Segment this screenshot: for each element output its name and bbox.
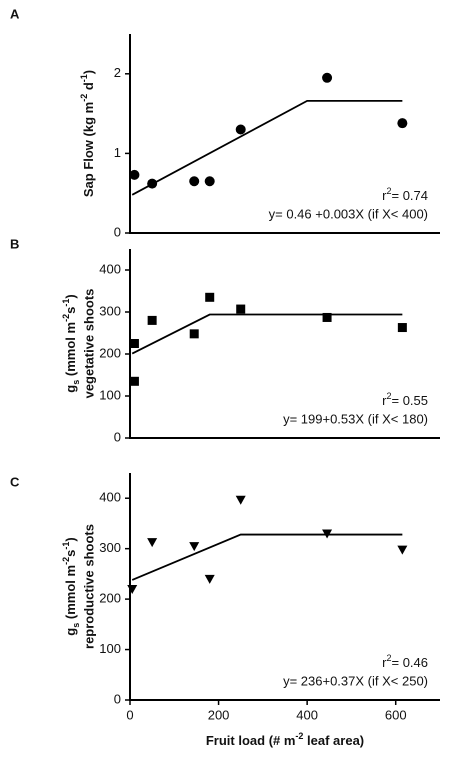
y-axis-label-part: -2 [61,557,71,565]
point [147,538,158,548]
equation: y= 0.46 +0.003X (if X< 400) [269,206,428,221]
point [129,169,140,180]
equation: y= 199+0.53X (if X< 180) [283,411,428,426]
point [322,312,332,322]
y-axis-label-part: g [63,385,78,393]
point [236,304,246,314]
point [397,323,407,333]
fit-line [131,313,403,355]
r-squared-part: = 0.55 [391,393,428,408]
x-tick-label: 600 [385,707,407,722]
point [204,574,215,584]
y-axis-label-part: s [63,550,78,557]
fit-line [131,99,403,196]
y-axis-label-part: -1 [61,299,71,307]
point [235,124,246,135]
y-tick-label: 1 [114,145,121,160]
panel-label: C [10,474,20,489]
y-tick-label: 0 [114,224,121,239]
y-axis-label-part: s [63,307,78,314]
y-axis-label-part: s [71,623,81,628]
y-axis-label-part: ) [63,537,78,541]
r-squared-part: = 0.46 [391,655,428,670]
y-tick-label: 100 [99,387,121,402]
point [189,542,200,552]
x-tick-label: 0 [126,707,133,722]
y-axis-label: gs (mmol m-2s-1) [61,294,81,392]
y-axis-label-part: ) [81,70,96,74]
y-tick-label: 300 [99,303,121,318]
r-squared: r2= 0.46 [382,653,428,670]
x-axis-label: Fruit load (# m-2 leaf area) [206,731,364,748]
y-axis-label-part: ) [63,294,78,298]
y-axis-label-part: -2 [79,94,89,102]
y-tick-label: 100 [99,641,121,656]
y-tick-label: 200 [99,345,121,360]
r-squared-part: = 0.74 [391,188,428,203]
y-axis-label-part: (mmol m [63,322,78,380]
r-squared: r2= 0.74 [382,186,428,203]
point [235,495,246,505]
y-axis-label: gs (mmol m-2s-1) [61,537,81,635]
y-axis-label-part: g [63,628,78,636]
x-axis-label-part: -2 [295,731,303,741]
x-tick-label: 200 [208,707,230,722]
point [129,376,139,386]
y-tick-label: 0 [114,691,121,706]
y-axis-label-part: s [71,380,81,385]
point [205,292,215,302]
point [322,72,333,83]
x-tick-label: 400 [296,707,318,722]
x-axis-label-part: Fruit load (# m [206,733,296,748]
x-axis-label-part: leaf area) [303,733,364,748]
y-axis-label-part: (mmol m [63,565,78,623]
point [397,118,408,129]
fit-line [131,533,403,581]
y-axis-label: vegetative shoots [81,289,96,399]
y-axis-label-part: -2 [61,314,71,322]
point [189,176,200,187]
point [189,329,199,339]
r-squared-part: 2 [386,653,391,663]
y-axis-label-part: d [81,82,96,94]
point [204,176,215,187]
r-squared-part: 2 [386,391,391,401]
y-tick-label: 300 [99,540,121,555]
point [147,178,158,189]
point [129,339,139,348]
r-squared-part: r [382,655,387,670]
y-tick-label: 400 [99,261,121,276]
y-tick-label: 0 [114,429,121,444]
y-axis-label: Sap Flow (kg m-2 d-1) [79,70,96,197]
point [147,315,157,325]
y-axis-label-part: -1 [79,74,89,82]
equation: y= 236+0.37X (if X< 250) [283,673,428,688]
r-squared: r2= 0.55 [382,391,428,408]
point [127,585,138,595]
r-squared-part: r [382,188,387,203]
y-tick-label: 400 [99,490,121,505]
r-squared-part: 2 [386,186,391,196]
panel-label: B [10,236,19,251]
point [397,545,408,555]
point [322,529,333,539]
y-tick-label: 2 [114,65,121,80]
panel-label: A [10,6,20,21]
r-squared-part: r [382,393,387,408]
y-axis-label: reproductive shoots [81,524,96,649]
y-tick-label: 200 [99,591,121,606]
y-axis-label-part: -1 [61,542,71,550]
y-axis-label-part: Sap Flow (kg m [81,102,96,197]
